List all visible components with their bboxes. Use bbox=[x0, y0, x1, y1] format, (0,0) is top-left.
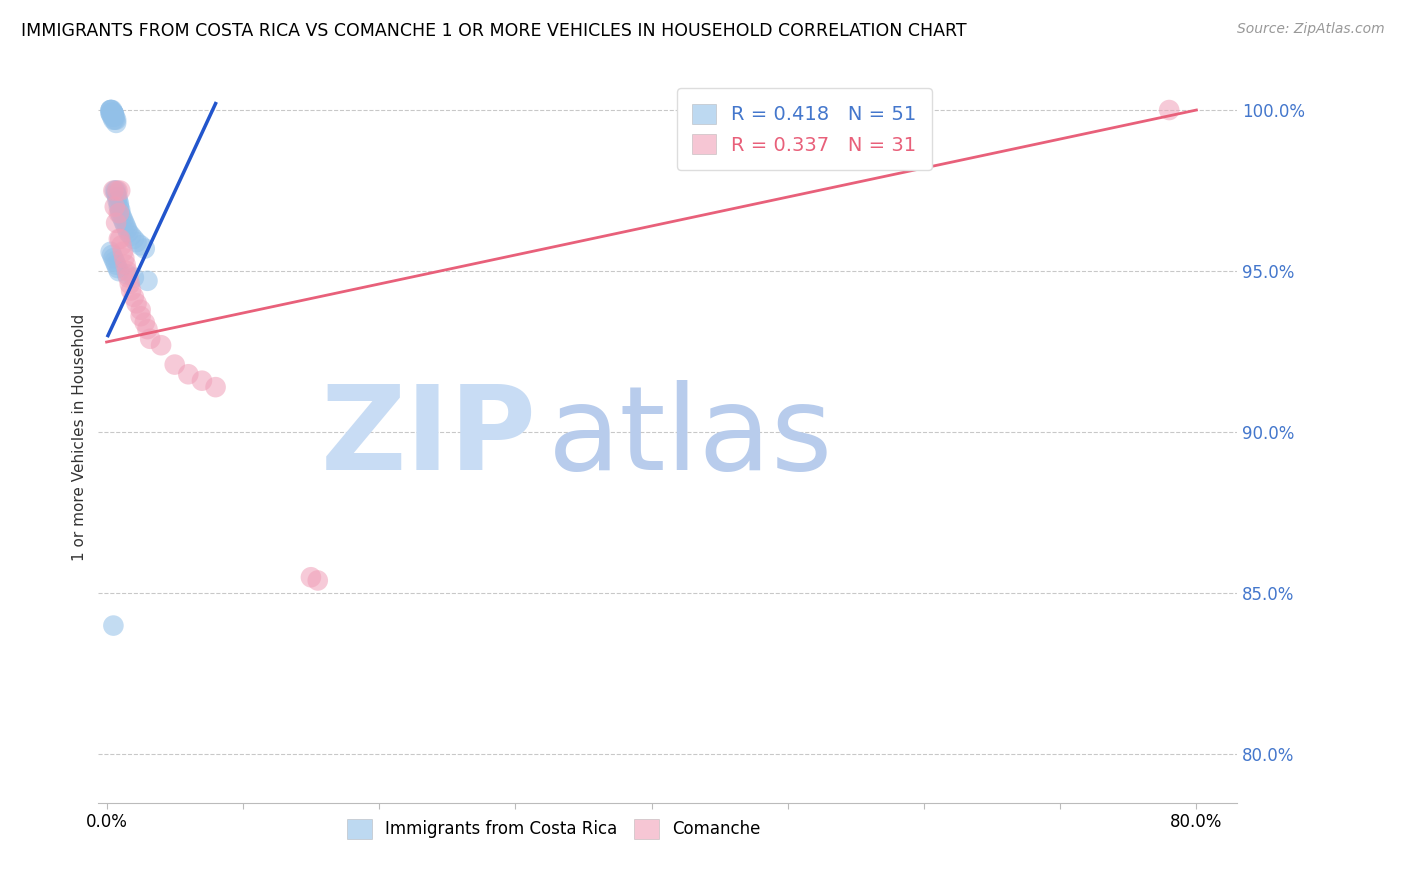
Point bbox=[114, 219, 136, 233]
Point bbox=[177, 368, 200, 382]
Point bbox=[139, 332, 162, 346]
Point bbox=[110, 238, 132, 252]
Point bbox=[134, 316, 156, 330]
Point bbox=[104, 200, 127, 214]
Point bbox=[103, 618, 125, 632]
Point bbox=[120, 228, 142, 243]
Point bbox=[150, 338, 173, 352]
Point bbox=[108, 232, 131, 246]
Point bbox=[103, 106, 125, 120]
Point bbox=[105, 258, 128, 272]
Point bbox=[117, 226, 139, 240]
Point bbox=[100, 103, 122, 117]
Point bbox=[108, 196, 131, 211]
Point bbox=[105, 184, 128, 198]
Text: ZIP: ZIP bbox=[321, 380, 537, 494]
Point bbox=[110, 206, 132, 220]
Point bbox=[103, 184, 125, 198]
Point bbox=[104, 110, 127, 124]
Point bbox=[108, 206, 131, 220]
Point bbox=[110, 232, 132, 246]
Point bbox=[101, 106, 124, 120]
Point bbox=[108, 264, 131, 278]
Point bbox=[111, 212, 134, 227]
Point bbox=[136, 274, 159, 288]
Point bbox=[100, 106, 122, 120]
Point bbox=[103, 112, 125, 127]
Point bbox=[120, 284, 142, 298]
Point bbox=[105, 112, 128, 127]
Point bbox=[204, 380, 226, 394]
Point bbox=[122, 232, 145, 246]
Y-axis label: 1 or more Vehicles in Household: 1 or more Vehicles in Household bbox=[72, 313, 87, 561]
Point bbox=[101, 110, 124, 124]
Point bbox=[103, 110, 125, 124]
Point bbox=[115, 264, 138, 278]
Point bbox=[110, 184, 132, 198]
Point bbox=[101, 248, 124, 262]
Point bbox=[136, 322, 159, 336]
Point bbox=[125, 296, 148, 310]
Point bbox=[105, 116, 128, 130]
Point bbox=[122, 270, 145, 285]
Point bbox=[111, 244, 134, 259]
Point bbox=[107, 184, 129, 198]
Point bbox=[115, 222, 138, 236]
Point bbox=[129, 310, 152, 324]
Point bbox=[110, 202, 132, 217]
Point bbox=[105, 186, 128, 201]
Point bbox=[112, 216, 135, 230]
Point bbox=[108, 200, 131, 214]
Point bbox=[117, 270, 139, 285]
Legend: Immigrants from Costa Rica, Comanche: Immigrants from Costa Rica, Comanche bbox=[340, 812, 768, 846]
Point bbox=[107, 190, 129, 204]
Point bbox=[100, 103, 122, 117]
Point bbox=[122, 290, 145, 304]
Point bbox=[114, 258, 136, 272]
Point bbox=[103, 110, 125, 124]
Point bbox=[115, 268, 138, 282]
Point bbox=[103, 106, 125, 120]
Point bbox=[191, 374, 214, 388]
Point bbox=[112, 252, 135, 266]
Point bbox=[103, 106, 125, 120]
Point bbox=[1159, 103, 1181, 117]
Point bbox=[129, 302, 152, 317]
Text: Source: ZipAtlas.com: Source: ZipAtlas.com bbox=[1237, 22, 1385, 37]
Point bbox=[110, 210, 132, 224]
Point bbox=[134, 242, 156, 256]
Point bbox=[103, 252, 125, 266]
Point bbox=[100, 244, 122, 259]
Point bbox=[299, 570, 322, 584]
Point bbox=[101, 103, 124, 117]
Text: IMMIGRANTS FROM COSTA RICA VS COMANCHE 1 OR MORE VEHICLES IN HOUSEHOLD CORRELATI: IMMIGRANTS FROM COSTA RICA VS COMANCHE 1… bbox=[21, 22, 967, 40]
Point bbox=[107, 193, 129, 207]
Point bbox=[100, 103, 122, 117]
Point bbox=[105, 216, 128, 230]
Point bbox=[307, 574, 329, 588]
Point bbox=[104, 112, 127, 127]
Point bbox=[163, 358, 186, 372]
Point bbox=[101, 106, 124, 120]
Point bbox=[104, 254, 127, 268]
Point bbox=[125, 235, 148, 249]
Point bbox=[107, 260, 129, 275]
Point bbox=[100, 106, 122, 120]
Point bbox=[129, 238, 152, 252]
Text: atlas: atlas bbox=[548, 380, 834, 494]
Point bbox=[118, 277, 141, 291]
Point bbox=[104, 184, 127, 198]
Point bbox=[103, 106, 125, 120]
